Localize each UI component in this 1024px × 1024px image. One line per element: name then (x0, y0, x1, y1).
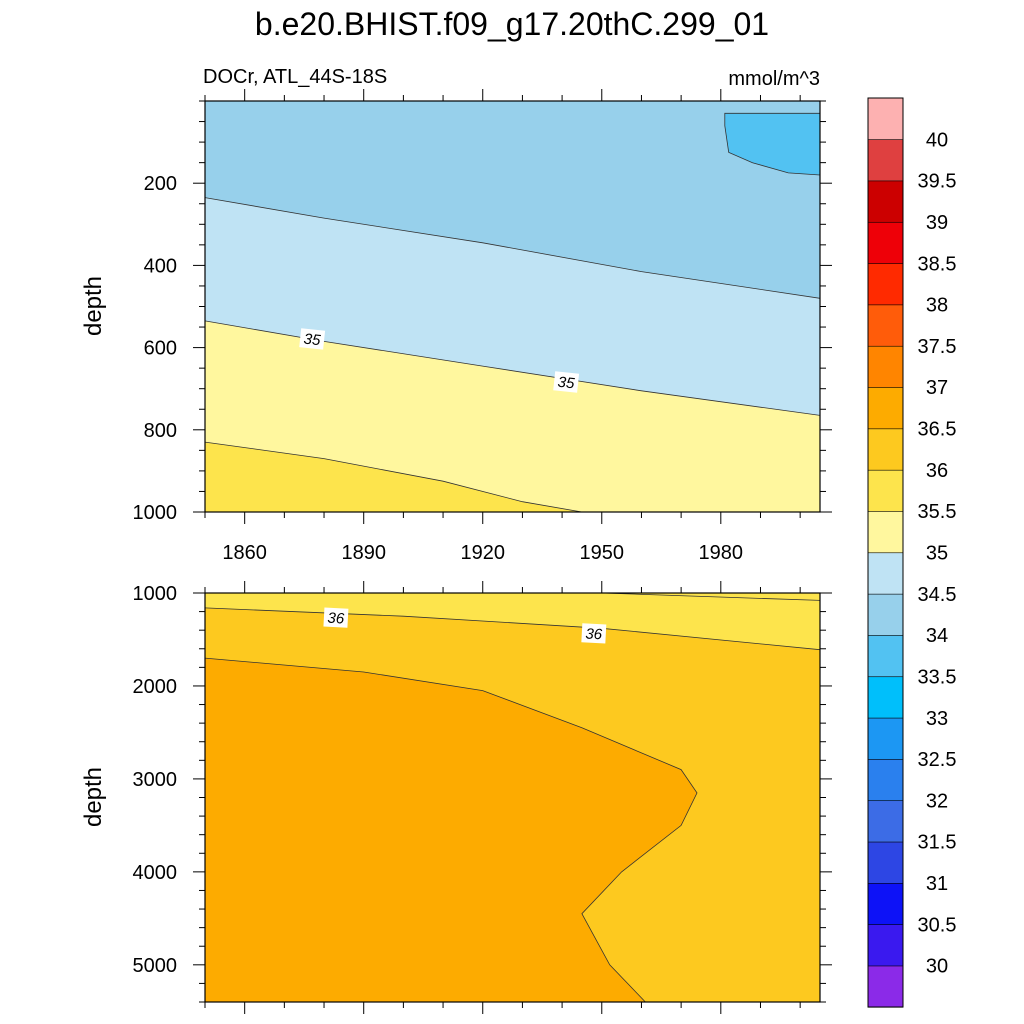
colorbar-box (867, 841, 904, 884)
y-tick-label: 5000 (133, 955, 178, 977)
region-34-34.5 (205, 101, 820, 299)
colorbar-box (867, 345, 904, 388)
colorbar-label: 35 (926, 543, 948, 565)
lower-axis-ticks: 1000 2000 3000 4000 5000 (133, 581, 832, 1014)
contour-line-1 (601, 593, 820, 601)
colorbar: 30 30.5 31 31.5 32 32.5 33 33.5 34 34.5 35 35.5 36 36… (867, 97, 957, 1008)
upper-y-axis-label: depth (80, 276, 107, 336)
upper-panel: 35 35 200 400 600 800 1000 1860 1890 1920 1950 198… (80, 89, 832, 564)
x-tick-label: 1950 (580, 542, 625, 564)
colorbar-box (867, 924, 904, 967)
y-tick-label: 1000 (133, 583, 178, 605)
colorbar-box (867, 593, 904, 636)
upper-contour-fill (205, 101, 820, 512)
colorbar-label: 39.5 (918, 171, 957, 193)
colorbar-label: 40 (926, 129, 948, 151)
contour-label-text: 36 (327, 610, 345, 628)
lower-y-axis-label: depth (80, 767, 107, 827)
contour-label-text: 35 (557, 374, 576, 393)
colorbar-box (867, 676, 904, 719)
upper-contour-labels: 35 35 (299, 328, 580, 393)
contour-label-text: 36 (585, 625, 603, 643)
colorbar-label: 38 (926, 295, 948, 317)
x-tick-label: 1920 (460, 542, 505, 564)
colorbar-box (867, 552, 904, 595)
colorbar-box (867, 386, 904, 430)
contour-label-text: 35 (303, 331, 322, 350)
colorbar-label: 33.5 (918, 667, 957, 689)
lower-contour-fill (205, 593, 820, 1002)
y-tick-label: 200 (144, 173, 177, 195)
contour-label-bg (323, 607, 349, 628)
x-tick-label: 1980 (699, 542, 744, 564)
colorbar-box (867, 304, 904, 347)
colorbar-box (867, 510, 904, 554)
x-tick-label: 1860 (222, 542, 267, 564)
upper-axis-ticks: 200 400 600 800 1000 1860 1890 1920 1950 1980 (133, 89, 832, 564)
upper-contour-lines (205, 197, 820, 512)
colorbar-frame (867, 97, 904, 1008)
colorbar-label: 34 (926, 625, 948, 647)
y-tick-label: 3000 (133, 769, 178, 791)
y-tick-label: 400 (144, 255, 177, 277)
contour-label: 35 (299, 328, 326, 350)
colorbar-label: 31 (926, 873, 948, 895)
y-tick-label: 1000 (133, 502, 178, 524)
colorbar-label: 35.5 (918, 501, 957, 523)
contour-label: 36 (581, 623, 607, 644)
colorbar-box (867, 221, 904, 264)
lower-contour-lines (205, 593, 820, 1002)
colorbar-label: 30.5 (918, 914, 957, 936)
colorbar-box (867, 428, 904, 471)
y-tick-label: 4000 (133, 862, 178, 884)
colorbar-box (867, 262, 904, 306)
colorbar-label: 31.5 (918, 832, 957, 854)
colorbar-label: 39 (926, 212, 948, 234)
colorbar-label: 34.5 (918, 584, 957, 606)
x-tick-label: 1890 (341, 542, 386, 564)
colorbar-label: 33 (926, 708, 948, 730)
contour-label-bg (299, 328, 326, 350)
contour-line-0 (205, 607, 820, 651)
region-36.5-37 (205, 658, 697, 1002)
colorbar-label: 36 (926, 460, 948, 482)
subtitle-right: mmol/m^3 (728, 68, 820, 90)
colorbar-label: 36.5 (918, 419, 957, 441)
lower-contour-labels: 36 36 (323, 607, 607, 644)
chart-title: b.e20.BHIST.f09_g17.20thC.299_01 (254, 6, 770, 42)
colorbar-label: 37.5 (918, 336, 957, 358)
colorbar-box (867, 97, 904, 140)
contour-line-2 (205, 657, 698, 1002)
contour-label: 36 (323, 607, 349, 628)
colorbar-label: 37 (926, 377, 948, 399)
colorbar-box (867, 965, 904, 1008)
colorbar-box (867, 800, 904, 843)
colorbar-box (867, 758, 904, 802)
contour-line-1 (205, 320, 820, 416)
colorbar-box (867, 717, 904, 760)
region-35.5-36 (205, 593, 820, 650)
y-tick-label: 2000 (133, 676, 178, 698)
colorbar-label: 32 (926, 790, 948, 812)
y-tick-label: 600 (144, 338, 177, 360)
y-tick-label: 800 (144, 420, 177, 442)
contour-label: 35 (553, 371, 580, 393)
colorbar-box (867, 469, 904, 512)
colorbar-label: 30 (926, 956, 948, 978)
colorbar-box (867, 180, 904, 223)
contour-line-2 (205, 441, 582, 512)
subtitle-left: DOCr, ATL_44S-18S (203, 66, 387, 88)
contour-label-bg (553, 371, 580, 393)
colorbar-label: 32.5 (918, 749, 957, 771)
region-33.5-34 (724, 112, 820, 176)
colorbar-box (867, 634, 904, 678)
contour-label-bg (581, 623, 607, 644)
lower-panel: 36 36 1000 2000 3000 4000 5000 depth (80, 581, 832, 1014)
colorbar-label: 38.5 (918, 253, 957, 275)
colorbar-box (867, 882, 904, 925)
contour-line-0 (205, 197, 820, 299)
colorbar-box (867, 139, 904, 182)
